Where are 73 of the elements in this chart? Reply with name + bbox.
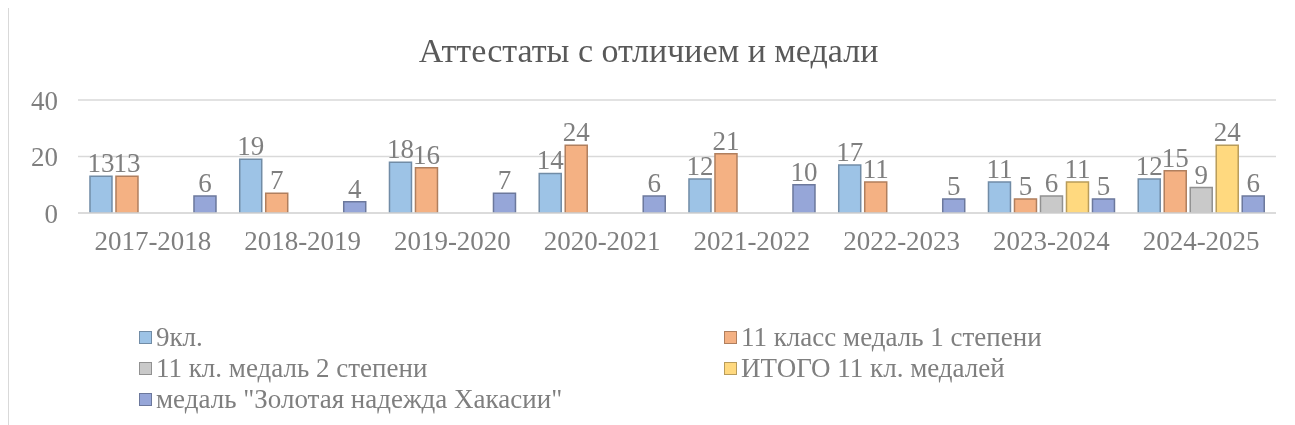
bar — [642, 195, 666, 213]
x-tick-label: 2019-2020 — [393, 226, 511, 257]
bar — [115, 175, 139, 213]
data-label: 4 — [347, 173, 362, 204]
data-label: 11 — [1064, 153, 1091, 184]
bar — [1163, 169, 1187, 213]
legend-label: 9кл. — [156, 321, 203, 353]
data-label: 7 — [269, 165, 284, 196]
data-label: 21 — [712, 125, 740, 156]
x-tick-label: 2018-2019 — [244, 226, 362, 257]
data-label: 11 — [986, 153, 1013, 184]
legend-label: 11 кл. медаль 2 степени — [156, 352, 428, 384]
data-label: 6 — [1246, 168, 1260, 199]
data-label: 13 — [87, 148, 115, 179]
x-tick-label: 2021-2022 — [693, 226, 811, 257]
bar — [414, 167, 439, 213]
bar — [863, 181, 888, 213]
y-tick-label: 20 — [31, 142, 58, 173]
bar — [264, 192, 289, 213]
bar — [1189, 186, 1213, 213]
legend-label: ИТОГО 11 кл. медалей — [741, 352, 1005, 384]
legend-label: 11 класс медаль 1 степени — [741, 321, 1042, 353]
y-tick-label: 40 — [31, 85, 58, 116]
bar — [941, 198, 966, 213]
data-label: 18 — [386, 134, 414, 165]
data-label: 12 — [686, 151, 714, 182]
data-label: 17 — [836, 136, 864, 167]
bar — [564, 144, 588, 213]
data-label: 5 — [1018, 170, 1033, 201]
data-label: 6 — [647, 168, 661, 199]
bar — [987, 181, 1012, 213]
data-label: 6 — [1044, 168, 1059, 199]
bar — [238, 158, 263, 213]
x-tick-label: 2023-2024 — [992, 226, 1111, 257]
x-tick-label: 2017-2018 — [94, 226, 212, 257]
data-label: 24 — [562, 117, 591, 148]
data-label: 12 — [1135, 151, 1163, 182]
data-label: 9 — [1194, 159, 1208, 190]
bar — [837, 164, 862, 213]
bar — [792, 184, 816, 213]
bar — [89, 175, 113, 213]
bar — [193, 195, 217, 213]
legend-label: медаль "Золотая надежда Хакасии" — [156, 383, 563, 415]
data-label: 19 — [237, 131, 265, 162]
chart-title: Аттестаты с отличием и медали — [417, 32, 880, 70]
data-label: 24 — [1213, 117, 1242, 148]
data-label: 11 — [862, 153, 889, 184]
data-label: 5 — [946, 170, 961, 201]
bar — [388, 161, 413, 213]
bar — [492, 192, 517, 213]
bar — [1013, 198, 1038, 213]
x-tick-label: 2024-2025 — [1142, 226, 1260, 257]
bar — [1065, 181, 1090, 213]
data-label: 15 — [1161, 142, 1189, 173]
data-label: 6 — [198, 168, 212, 199]
data-label: 7 — [497, 165, 512, 196]
data-label: 13 — [113, 148, 141, 179]
x-tick-label: 2020-2021 — [543, 226, 661, 257]
y-tick-label: 0 — [44, 198, 58, 229]
bar — [1215, 144, 1239, 213]
data-label: 14 — [536, 145, 565, 176]
bar — [688, 178, 712, 213]
x-tick-label: 2022-2023 — [843, 226, 961, 257]
data-label: 10 — [790, 156, 818, 187]
bar — [1039, 195, 1064, 213]
data-label: 5 — [1096, 170, 1111, 201]
bar — [538, 172, 562, 213]
bar — [1241, 195, 1265, 213]
bar — [342, 200, 367, 213]
bar — [1091, 198, 1116, 213]
bar — [1137, 178, 1161, 213]
data-label: 16 — [412, 139, 440, 170]
bar — [714, 152, 738, 213]
